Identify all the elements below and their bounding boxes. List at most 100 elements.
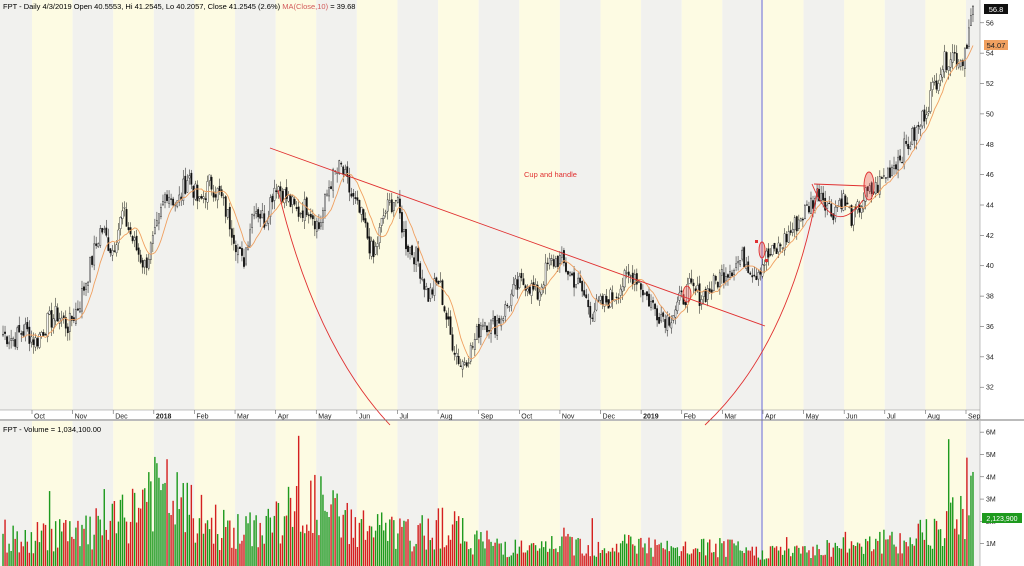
- volume-bar: [474, 534, 476, 566]
- volume-bar: [840, 548, 843, 566]
- volume-bar: [387, 540, 389, 566]
- candle-body: [629, 275, 632, 277]
- volume-bar: [101, 535, 103, 566]
- volume-bar: [528, 545, 531, 566]
- volume-bar: [925, 519, 928, 566]
- candle-body: [840, 198, 843, 210]
- volume-bar: [542, 547, 545, 566]
- volume-bar: [12, 525, 14, 566]
- volume-bar: [344, 510, 346, 566]
- volume-bar: [135, 522, 138, 566]
- candle-body: [354, 197, 357, 200]
- candle-body: [927, 111, 930, 114]
- breakout-marker-2: [758, 241, 766, 259]
- candle-body: [891, 166, 893, 177]
- volume-bar: [927, 544, 930, 566]
- volume-bar: [749, 550, 751, 566]
- volume-bar: [656, 545, 658, 566]
- volume-bar: [447, 535, 450, 566]
- volume-bar: [174, 524, 176, 566]
- ma-label: MA(Close,10): [282, 2, 329, 11]
- candle-body: [587, 299, 590, 308]
- candle-body: [607, 299, 610, 309]
- volume-bar: [504, 541, 506, 566]
- candle-body: [372, 240, 375, 258]
- volume-bar: [617, 552, 620, 566]
- candle-body: [516, 279, 519, 290]
- candle-body: [44, 334, 47, 336]
- volume-bar: [601, 550, 604, 566]
- candle-body: [441, 280, 444, 305]
- volume-bar: [95, 508, 97, 566]
- volume-bar: [634, 545, 636, 566]
- volume-bar: [757, 557, 760, 566]
- candle-body: [852, 209, 855, 226]
- candle-body: [72, 317, 75, 321]
- volume-bar: [239, 543, 241, 566]
- volume-bar: [488, 539, 490, 566]
- volume-bar: [516, 553, 519, 566]
- candle-body: [765, 250, 768, 263]
- candle-body: [690, 278, 693, 283]
- month-band: [803, 0, 845, 410]
- candle-body: [24, 323, 27, 337]
- volume-bar: [318, 535, 320, 566]
- volume-bar: [466, 541, 468, 566]
- volume-bar: [399, 518, 401, 566]
- volume-bar: [494, 542, 496, 566]
- candle-body: [885, 177, 887, 179]
- candle-body: [338, 160, 341, 174]
- candle-body: [380, 217, 383, 226]
- candle-body: [753, 274, 756, 277]
- candle-body: [660, 314, 663, 322]
- candle-body: [117, 229, 120, 244]
- candle-body: [465, 362, 468, 367]
- volume-bar: [202, 533, 205, 566]
- volume-bar: [954, 528, 956, 566]
- volume-bar: [538, 548, 541, 566]
- volume-month-band: [722, 421, 763, 566]
- volume-bar: [182, 483, 184, 566]
- candle-body: [490, 319, 492, 335]
- month-band: [397, 0, 439, 410]
- candle-body: [285, 187, 288, 199]
- volume-bar: [46, 550, 49, 566]
- volume-bar: [265, 515, 267, 566]
- month-band: [884, 0, 926, 410]
- volume-bar: [834, 542, 836, 566]
- candle-body: [585, 294, 588, 299]
- candle-body: [696, 285, 699, 291]
- volume-bar: [225, 527, 227, 566]
- candle-body: [743, 247, 746, 268]
- volume-bar: [862, 553, 865, 566]
- price-tick-label: 38: [986, 294, 994, 301]
- volume-bar: [735, 545, 737, 566]
- volume-bar: [603, 548, 606, 566]
- candle-body: [720, 269, 723, 276]
- candle-body: [826, 204, 829, 209]
- time-tick-label: Jul: [887, 414, 896, 421]
- candle-body: [226, 209, 229, 218]
- candle-body: [688, 277, 691, 285]
- candle-body: [26, 321, 29, 330]
- volume-bar: [441, 507, 444, 566]
- candle-body: [10, 338, 13, 341]
- volume-bar: [816, 544, 818, 566]
- candle-body: [443, 306, 446, 312]
- candle-body: [662, 312, 665, 317]
- volume-bar: [526, 550, 529, 566]
- volume-bar: [352, 537, 355, 566]
- last-price-tag: 56.8: [984, 4, 1008, 14]
- month-band: [113, 0, 154, 410]
- volume-bar: [895, 546, 897, 566]
- volume-bar: [478, 539, 480, 566]
- volume-bar: [455, 520, 458, 566]
- volume-bar: [836, 545, 839, 566]
- volume-bar: [486, 530, 488, 566]
- cup-handle-annotation: [269, 147, 875, 426]
- month-band: [478, 0, 520, 410]
- candle-body: [793, 217, 796, 231]
- candle-body: [208, 174, 211, 181]
- candle-body: [255, 211, 258, 214]
